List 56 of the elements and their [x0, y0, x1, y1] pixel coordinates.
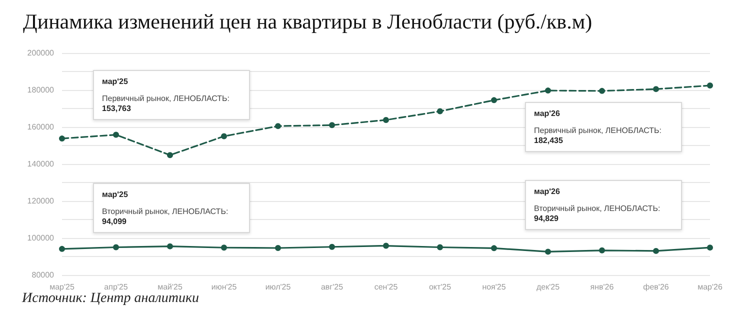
point	[167, 243, 173, 250]
x-tick-label: авг'25	[320, 282, 344, 292]
x-tick-label: фев'26	[643, 282, 670, 292]
tooltip-box: мар'26 Вторичный рынок, ЛЕНОБЛАСТЬ: 94,829	[525, 180, 682, 230]
point	[329, 122, 335, 128]
point	[59, 136, 65, 142]
point	[59, 246, 65, 252]
y-tick-label: 200000	[27, 48, 55, 58]
point	[707, 244, 713, 251]
tooltip-box: мар'25 Вторичный рынок, ЛЕНОБЛАСТЬ: 94,099	[93, 183, 250, 233]
point	[707, 82, 713, 88]
x-tick-label: сен'25	[374, 282, 398, 292]
point	[491, 245, 497, 252]
point	[653, 86, 659, 92]
annotation: мар'25 Вторичный рынок, ЛЕНОБЛАСТЬ: 94,099	[102, 190, 230, 227]
x-tick-label: дек'25	[536, 282, 560, 292]
annotation: мар'25 Первичный рынок, ЛЕНОБЛАСТЬ: 153,763	[102, 77, 231, 114]
point	[599, 247, 605, 254]
point	[275, 123, 281, 130]
annotation: мар'26 Первичный рынок, ЛЕНОБЛАСТЬ: 182,435	[534, 109, 663, 146]
x-tick-label: окт'25	[428, 282, 452, 292]
point	[437, 108, 443, 114]
y-tick-label: 160000	[27, 122, 55, 132]
point	[653, 248, 659, 254]
point	[113, 244, 119, 250]
point	[383, 116, 389, 123]
y-tick-label: 120000	[27, 196, 55, 206]
point	[383, 242, 389, 249]
point	[437, 244, 443, 250]
tooltip-box: мар'25 Первичный рынок, ЛЕНОБЛАСТЬ: 153,763	[93, 70, 250, 120]
point	[221, 133, 227, 140]
point	[221, 244, 227, 251]
point	[275, 244, 281, 251]
x-tick-label: мар'25	[50, 282, 75, 292]
x-tick-label: июл'25	[265, 282, 292, 292]
point	[599, 88, 605, 94]
point	[329, 244, 335, 250]
y-tick-label: 80000	[32, 270, 55, 280]
chart-title: Динамика изменений цен на квартиры в Ленобласти (руб./кв.м)	[23, 10, 592, 34]
x-tick-label: ноя'25	[482, 282, 506, 292]
y-tick-label: 180000	[27, 86, 55, 94]
point	[545, 248, 551, 255]
x-tick-label: апр'25	[104, 282, 128, 292]
x-tick-label: мар'26	[698, 282, 723, 292]
point	[545, 88, 551, 94]
point	[167, 152, 173, 158]
annotation: мар'26 Вторичный рынок, ЛЕНОБЛАСТЬ: 94,829	[534, 187, 662, 224]
x-tick-label: июн'25	[211, 282, 238, 292]
point	[491, 97, 497, 104]
text: Источник: Центр аналитики	[22, 291, 199, 307]
y-tick-label: 100000	[27, 234, 55, 242]
x-tick-label: май'25	[158, 282, 183, 292]
y-tick-label: 140000	[27, 160, 55, 168]
tooltip-box: мар'26 Первичный рынок, ЛЕНОБЛАСТЬ: 182,435	[525, 102, 682, 152]
point	[113, 132, 119, 138]
x-tick-label: янв'26	[590, 282, 614, 292]
